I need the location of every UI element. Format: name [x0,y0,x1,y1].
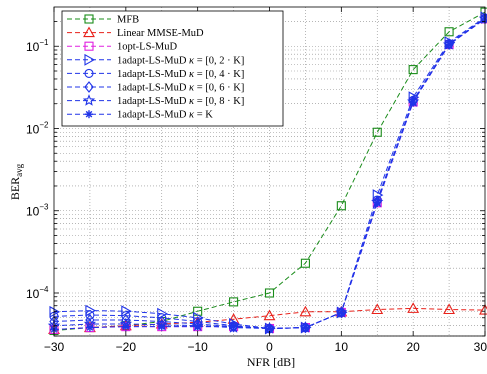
y-tick-base: 10 [26,205,40,219]
marker-asterisk-stroke [230,323,237,330]
marker-square [408,65,418,75]
legend-label: Linear MMSE-MuD [117,28,204,39]
marker-triangle-right [84,53,96,66]
x-tick-label: 30 [474,340,487,354]
legend-item: 1adapt-LS-MuD κ = K [67,110,213,121]
marker-triangle-right [49,305,61,318]
legend-label: 1adapt-LS-MuD κ = [0, 6 · K] [117,83,244,94]
y-axis-label-main: BER [8,177,22,200]
series-line [53,11,486,331]
legend-label-name: 1adapt-LS-MuD [117,83,189,94]
marker-asterisk-stroke [86,324,94,331]
legend-item: 1adapt-LS-MuD κ = [0, 2 · K] [67,53,244,66]
legend-label-kappa-symbol: κ [189,55,195,66]
x-tick-label: 0 [266,340,273,354]
series-8 [50,14,487,334]
y-tick-exponent: −1 [39,38,49,47]
ticks [53,7,486,337]
legend-item: 1adapt-LS-MuD κ = [0, 4 · K] [67,68,244,80]
marker-triangle-up [443,303,456,315]
y-tick-base: 10 [26,122,40,136]
legend-label: 1adapt-LS-MuD κ = [0, 2 · K] [117,55,244,66]
marker-square [444,27,454,37]
marker-square [264,288,275,298]
legend: MFB Linear MMSE-MuD 1opt-LS-MuD 1adapt-LS-M… [61,10,284,127]
marker-triangle-up [83,26,95,38]
marker-circle [84,68,94,78]
marker-asterisk-stroke [122,323,130,330]
legend-label-name: 1adapt-LS-MuD [117,55,189,66]
marker-square [84,14,94,24]
legend-label-kappa-symbol: κ [189,69,195,80]
marker-triangle-up [407,302,420,313]
marker-square [84,41,94,51]
legend-box [61,10,284,127]
marker-triangle-up [371,303,384,315]
marker-asterisk-stroke [302,324,309,331]
marker-triangle-right [85,304,97,317]
x-tick-label: 10 [335,340,349,354]
legend-item: 1opt-LS-MuD [67,41,178,53]
y-axis-label-sub: avg [14,163,24,176]
y-axis-label: BERavg [8,163,24,200]
legend-item: 1adapt-LS-MuD κ = [0, 6 · K] [67,81,244,94]
marker-square [372,127,382,137]
x-axis-label: NFR [dB] [247,355,295,369]
legend-item: 1adapt-LS-MuD κ = [0, 8 · K] [67,94,244,107]
marker-square [229,297,239,307]
x-tick-label: 20 [406,340,420,354]
marker-square [336,201,346,211]
y-tick-exponent: −3 [39,203,49,212]
marker-diamond [84,81,94,93]
y-tick-base: 10 [26,287,40,301]
legend-label: 1adapt-LS-MuD κ = [0, 4 · K] [117,69,244,80]
x-tick-labels: −30 −20 −10 0 10 20 30 [44,340,487,354]
marker-asterisk-stroke [194,323,201,330]
x-tick-label: −10 [187,340,208,354]
legend-label-name: 1adapt-LS-MuD [117,110,189,121]
y-tick-base: 10 [26,40,40,54]
legend-label-kappa-value: = [0, 8 · K] [194,96,244,107]
legend-item: Linear MMSE-MuD [67,26,204,39]
marker-asterisk-stroke [373,199,381,207]
marker-diamond [228,320,239,333]
marker-triangle-right [157,307,168,320]
y-tick-exponent: −2 [39,120,49,129]
marker-asterisk-stroke [266,325,273,332]
legend-item: MFB [67,14,139,26]
x-tick-label: −30 [44,340,65,354]
legend-label: 1adapt-LS-MuD κ = [0, 8 · K] [117,96,244,107]
legend-label-kappa-symbol: κ [189,83,195,94]
x-tick-label: −20 [116,340,137,354]
marker-square [300,258,310,268]
marker-triangle-up [263,309,276,321]
y-tick-label: 10−2 [26,120,49,136]
legend-label-name: 1adapt-LS-MuD [117,69,189,80]
legend-label: MFB [117,15,139,26]
marker-star [82,94,96,106]
marker-triangle-up [299,305,312,317]
y-tick-label: 10−4 [26,285,49,301]
legend-label: 1adapt-LS-MuD κ = K [117,110,213,121]
legend-label-name: 1adapt-LS-MuD [117,96,189,107]
legend-label-kappa-value: = [0, 6 · K] [194,83,244,94]
marker-asterisk-stroke [338,309,345,316]
marker-asterisk-stroke [158,323,166,330]
y-tick-label: 10−3 [26,203,49,219]
marker-triangle-right [121,305,132,318]
y-tick-labels: 10−410−310−210−1 [26,38,49,301]
series-layer [47,7,487,336]
legend-label-kappa-symbol: κ [189,110,195,121]
legend-label: 1opt-LS-MuD [117,42,178,53]
marker-asterisk-stroke [445,41,453,48]
legend-label-kappa-value: = K [194,110,213,121]
y-tick-label: 10−1 [26,38,49,54]
marker-asterisk-stroke [409,98,417,106]
legend-label-kappa-symbol: κ [189,96,195,107]
y-tick-exponent: −4 [39,285,49,294]
marker-asterisk-stroke [85,110,93,118]
legend-label-kappa-value: = [0, 4 · K] [194,69,244,80]
legend-label-kappa-value: = [0, 2 · K] [194,55,244,66]
